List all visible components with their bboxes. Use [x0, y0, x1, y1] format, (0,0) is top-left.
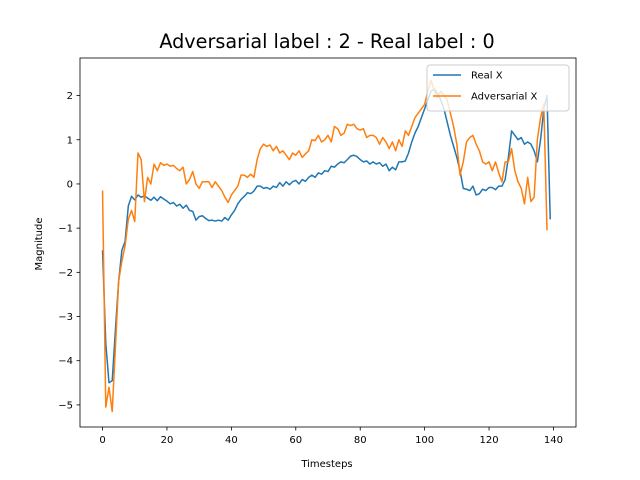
x-tick-label: 140 [544, 435, 563, 446]
y-axis-label: Magnitude [34, 218, 45, 271]
x-tick-label: 40 [225, 435, 238, 446]
axes-frame [79, 57, 577, 428]
y-tick-label: 1 [67, 135, 73, 146]
y-tick-label: −1 [58, 224, 73, 235]
y-tick-label: −2 [58, 268, 73, 279]
legend-entry-0: Real X [471, 71, 503, 82]
x-tick-label: 120 [479, 435, 498, 446]
x-tick-label: 100 [415, 435, 434, 446]
y-tick-label: −3 [58, 312, 73, 323]
x-axis-label: Timesteps [300, 459, 352, 470]
legend: Real X Adversarial X [426, 64, 570, 112]
axes: 0 20 40 60 80 100 120 140 −5 −4 −3 −2 −1 0 1 2 [58, 57, 577, 446]
legend-box [426, 64, 570, 112]
y-tick-label: 2 [67, 91, 73, 102]
x-tick-label: 0 [99, 435, 105, 446]
x-tick-label: 20 [161, 435, 174, 446]
chart-title: Adversarial label : 2 - Real label : 0 [159, 30, 494, 53]
x-tick-label: 60 [289, 435, 302, 446]
plot-area [101, 79, 551, 413]
series-line-1 [101, 79, 548, 413]
legend-entry-1: Adversarial X [471, 92, 538, 103]
y-tick-label: −5 [58, 400, 73, 411]
series-line-0 [101, 88, 551, 384]
y-tick-label: −4 [58, 356, 73, 367]
y-tick-label: 0 [67, 179, 73, 190]
x-tick-label: 80 [354, 435, 367, 446]
